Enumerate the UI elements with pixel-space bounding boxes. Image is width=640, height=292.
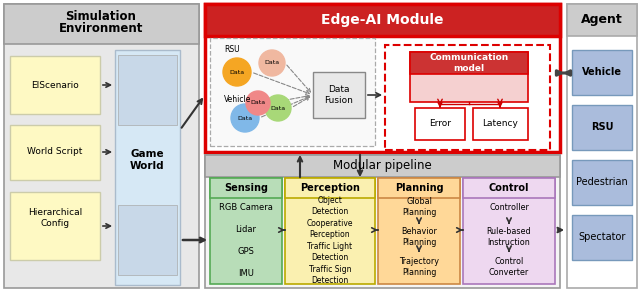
Text: Controller: Controller [489,202,529,211]
Bar [572,105,632,150]
Bar [313,72,365,118]
Bar [10,192,100,260]
Text: Data: Data [250,100,266,105]
Text: Error: Error [429,119,451,128]
Bar [572,160,632,205]
Text: Hierarchical
Config: Hierarchical Config [28,208,82,228]
Bar [572,215,632,260]
Text: RSU: RSU [591,122,613,132]
Text: Object
Detection: Object Detection [312,196,349,216]
Text: Data: Data [271,105,285,110]
Text: Data: Data [229,69,244,74]
Bar [567,4,637,288]
Text: Sensing: Sensing [224,183,268,193]
Bar [285,178,375,284]
Bar [410,52,528,102]
Bar [210,178,282,198]
Text: Simulation: Simulation [65,10,136,22]
Bar [463,178,555,284]
Text: Control: Control [489,183,529,193]
Text: Spectator: Spectator [579,232,626,242]
Text: Environment: Environment [59,22,143,34]
Text: Rule-based
Instruction: Rule-based Instruction [486,227,531,247]
Text: Data: Data [237,116,253,121]
Bar [10,56,100,114]
Text: RGB Camera: RGB Camera [219,204,273,213]
Text: Latency: Latency [482,119,518,128]
Text: Lidar: Lidar [236,225,257,234]
Text: Data
Fusion: Data Fusion [324,85,353,105]
Text: World Script: World Script [28,147,83,157]
Circle shape [231,104,259,132]
Text: Control
Converter: Control Converter [489,257,529,277]
Text: Modular pipeline: Modular pipeline [333,159,431,173]
Text: Traffic Sign
Detection: Traffic Sign Detection [308,265,351,285]
Text: Trajectory
Planning: Trajectory Planning [399,257,439,277]
Text: Agent: Agent [581,13,623,27]
Text: Behavior
Planning: Behavior Planning [401,227,437,247]
Bar [378,178,460,198]
Text: Vehicle: Vehicle [582,67,622,77]
Text: IMU: IMU [238,270,254,279]
Text: Planning: Planning [395,183,444,193]
Bar [210,178,282,284]
Text: Vehicle: Vehicle [224,95,252,105]
Bar [205,4,560,36]
Text: Perception: Perception [300,183,360,193]
Text: Game
World: Game World [130,149,164,171]
Text: Data: Data [264,60,280,65]
Bar [118,205,177,275]
Bar [572,50,632,95]
Circle shape [246,91,270,115]
Text: Pedestrian: Pedestrian [576,177,628,187]
Bar [10,125,100,180]
Bar [385,45,550,150]
Circle shape [223,58,251,86]
Text: RSU: RSU [224,46,239,55]
Bar [415,108,465,140]
Bar [4,4,199,44]
Bar [463,178,555,198]
Text: Global
Planning: Global Planning [402,197,436,217]
Text: Communication
model: Communication model [429,53,509,73]
Bar [378,178,460,284]
Text: Edge-AI Module: Edge-AI Module [321,13,444,27]
Bar [205,4,560,152]
Bar [118,55,177,125]
Bar [115,50,180,285]
Circle shape [265,95,291,121]
Bar [410,52,528,74]
Bar [205,155,560,288]
Bar [210,38,375,146]
Text: GPS: GPS [237,248,255,256]
Text: Traffic Light
Detection: Traffic Light Detection [307,242,353,262]
Bar [285,178,375,198]
Bar [4,4,199,288]
Bar [205,155,560,177]
Bar [473,108,528,140]
Circle shape [259,50,285,76]
Text: Cooperative
Perception: Cooperative Perception [307,219,353,239]
Bar [567,4,637,36]
Text: EIScenario: EIScenario [31,81,79,90]
